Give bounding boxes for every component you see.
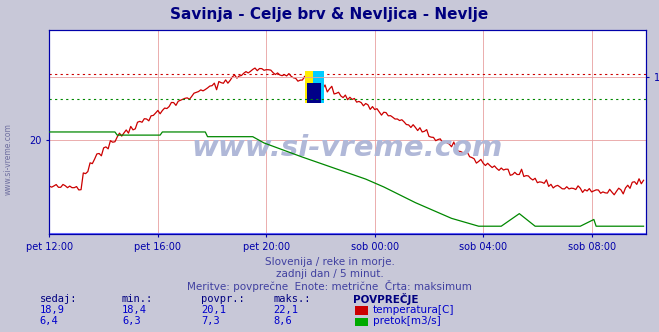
Text: Slovenija / reke in morje.: Slovenija / reke in morje. (264, 257, 395, 267)
Text: 8,6: 8,6 (273, 316, 292, 326)
Text: zadnji dan / 5 minut.: zadnji dan / 5 minut. (275, 269, 384, 279)
Text: 18,9: 18,9 (40, 305, 65, 315)
Text: maks.:: maks.: (273, 294, 311, 304)
FancyBboxPatch shape (307, 83, 322, 103)
Text: www.si-vreme.com: www.si-vreme.com (3, 124, 13, 195)
Text: www.si-vreme.com: www.si-vreme.com (192, 134, 503, 162)
Text: POVPREČJE: POVPREČJE (353, 293, 418, 305)
FancyBboxPatch shape (304, 71, 319, 103)
Text: Savinja - Celje brv & Nevljica - Nevlje: Savinja - Celje brv & Nevljica - Nevlje (171, 7, 488, 23)
Text: temperatura[C]: temperatura[C] (373, 305, 455, 315)
Text: pretok[m3/s]: pretok[m3/s] (373, 316, 441, 326)
Text: povpr.:: povpr.: (201, 294, 244, 304)
Text: Meritve: povprečne  Enote: metrične  Črta: maksimum: Meritve: povprečne Enote: metrične Črta:… (187, 280, 472, 291)
Text: min.:: min.: (122, 294, 153, 304)
Text: 6,3: 6,3 (122, 316, 140, 326)
FancyBboxPatch shape (313, 71, 324, 103)
Text: 18,4: 18,4 (122, 305, 147, 315)
Text: 6,4: 6,4 (40, 316, 58, 326)
Text: 7,3: 7,3 (201, 316, 219, 326)
Text: 22,1: 22,1 (273, 305, 299, 315)
Text: 20,1: 20,1 (201, 305, 226, 315)
Text: sedaj:: sedaj: (40, 294, 77, 304)
